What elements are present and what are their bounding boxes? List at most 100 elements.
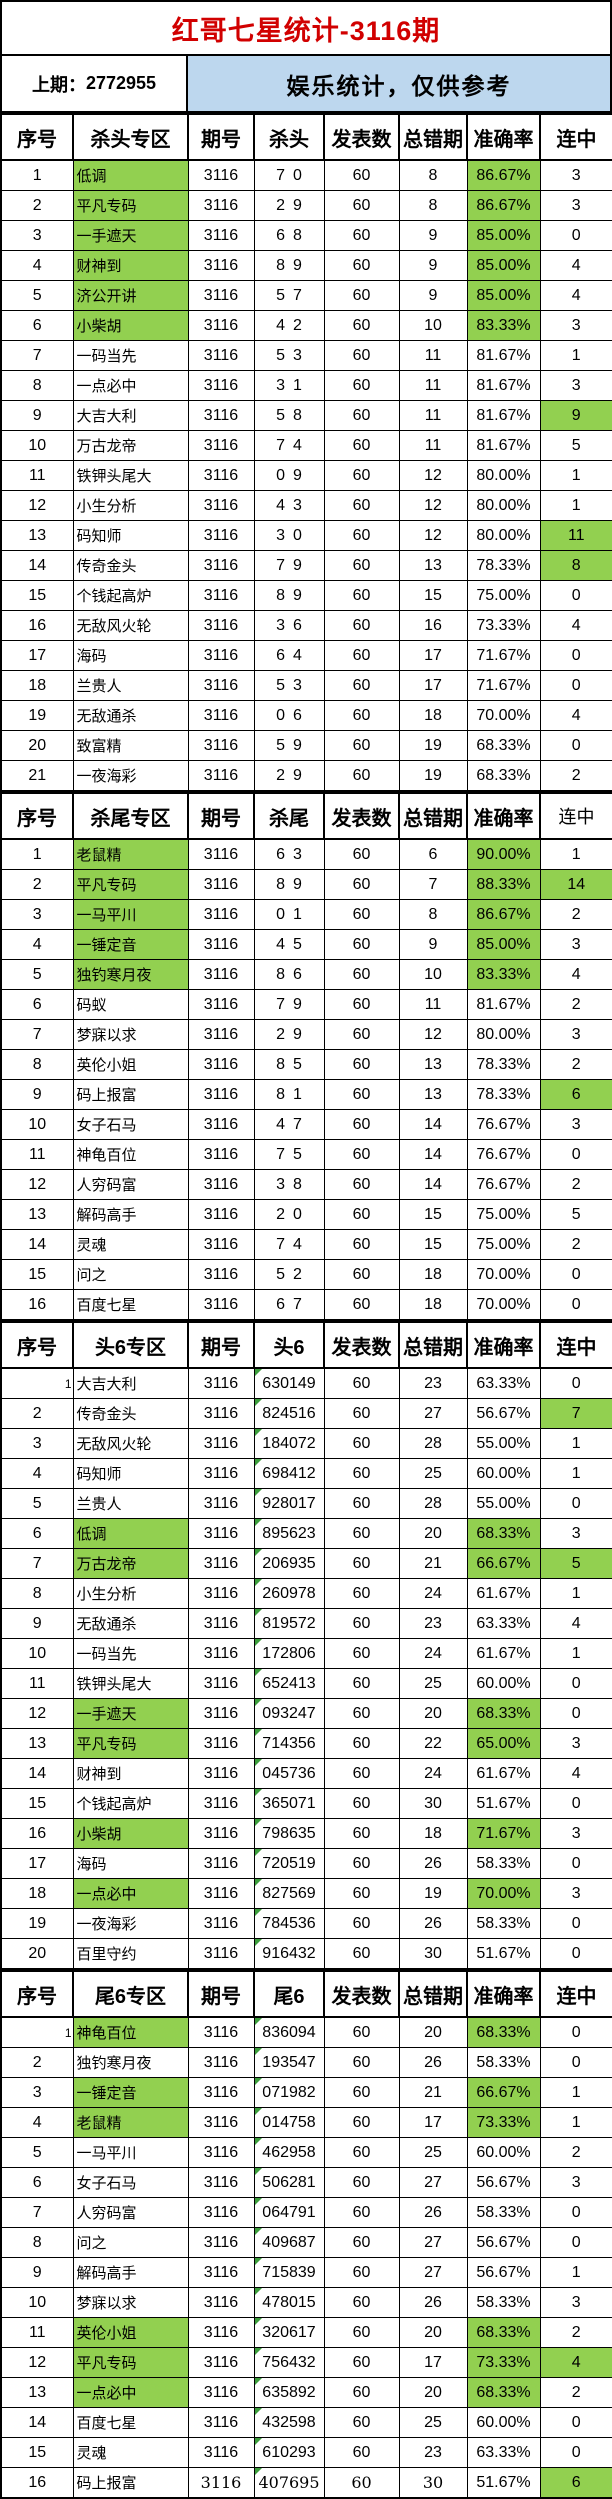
period-cell: 3116 bbox=[187, 1698, 255, 1729]
row-index-cell: 3 bbox=[0, 220, 74, 251]
period-cell: 3116 bbox=[187, 1938, 255, 1970]
accuracy-cell: 55.00% bbox=[466, 1488, 541, 1519]
table-row: 2 平凡专码 3116 29 60 8 86.67% 3 bbox=[0, 190, 612, 221]
publish-count-cell: 60 bbox=[323, 838, 400, 870]
streak-cell: 0 bbox=[539, 1938, 612, 1970]
period-cell: 3116 bbox=[187, 959, 255, 990]
publish-count-cell: 60 bbox=[323, 490, 400, 521]
period-cell: 3116 bbox=[187, 1578, 255, 1609]
corner-flag-icon bbox=[255, 1759, 262, 1766]
row-index-cell: 9 bbox=[0, 1608, 74, 1639]
publish-count-cell: 60 bbox=[323, 2107, 400, 2138]
error-count-cell: 12 bbox=[398, 490, 468, 521]
table-row: 6 女子石马 3116 506281 60 27 56.67% 3 bbox=[0, 2167, 612, 2198]
col-header-period: 期号 bbox=[187, 1321, 255, 1369]
period-cell: 3116 bbox=[187, 2197, 255, 2228]
prediction-cell: 819572 bbox=[253, 1608, 325, 1639]
player-name-cell: 财神到 bbox=[72, 1758, 189, 1789]
period-cell: 3116 bbox=[187, 2467, 255, 2499]
error-count-cell: 27 bbox=[398, 1398, 468, 1429]
period-cell: 3116 bbox=[187, 370, 255, 401]
publish-count-cell: 60 bbox=[323, 1019, 400, 1050]
accuracy-cell: 80.00% bbox=[466, 490, 541, 521]
streak-cell: 0 bbox=[539, 2227, 612, 2258]
col-header-streak: 连中 bbox=[539, 1970, 612, 2018]
error-count-cell: 13 bbox=[398, 1079, 468, 1110]
table-row: 20 百里守约 3116 916432 60 30 51.67% 0 bbox=[0, 1938, 612, 1970]
accuracy-cell: 80.00% bbox=[466, 460, 541, 491]
streak-cell: 2 bbox=[539, 1169, 612, 1200]
period-cell: 3116 bbox=[187, 2377, 255, 2408]
streak-cell: 4 bbox=[539, 959, 612, 990]
publish-count-cell: 60 bbox=[323, 670, 400, 701]
table-row: 15 个钱起高炉 3116 89 60 15 75.00% 0 bbox=[0, 580, 612, 611]
publish-count-cell: 60 bbox=[323, 1728, 400, 1759]
player-name-cell: 传奇金头 bbox=[72, 550, 189, 581]
error-count-cell: 7 bbox=[398, 869, 468, 900]
accuracy-cell: 71.67% bbox=[466, 670, 541, 701]
publish-count-cell: 60 bbox=[323, 1259, 400, 1290]
accuracy-cell: 61.67% bbox=[466, 1638, 541, 1669]
period-cell: 3116 bbox=[187, 1289, 255, 1321]
prediction-cell: 630149 bbox=[253, 1367, 325, 1399]
row-index-cell: 5 bbox=[0, 959, 74, 990]
streak-cell: 3 bbox=[539, 159, 612, 191]
publish-count-cell: 60 bbox=[323, 1608, 400, 1639]
accuracy-cell: 68.33% bbox=[466, 760, 541, 792]
streak-cell: 1 bbox=[539, 1458, 612, 1489]
section-header-row: 序号 头6专区 期号 头6 发表数 总错期 准确率 连中 bbox=[0, 1321, 612, 1369]
col-header-period: 期号 bbox=[187, 1970, 255, 2018]
table-row: 14 百度七星 3116 432598 60 25 60.00% 0 bbox=[0, 2407, 612, 2438]
table-row: 16 码上报富 3116 407695 60 30 51.67% 6 bbox=[0, 2467, 612, 2499]
row-index-cell: 21 bbox=[0, 760, 74, 792]
corner-flag-icon bbox=[255, 2288, 262, 2295]
player-name-cell: 小生分析 bbox=[72, 490, 189, 521]
streak-cell: 1 bbox=[539, 340, 612, 371]
player-name-cell: 海码 bbox=[72, 1848, 189, 1879]
publish-count-cell: 60 bbox=[323, 1758, 400, 1789]
publish-count-cell: 60 bbox=[323, 340, 400, 371]
player-name-cell: 小生分析 bbox=[72, 1578, 189, 1609]
player-name-cell: 梦寐以求 bbox=[72, 2287, 189, 2318]
section-table: 序号 杀头专区 期号 杀头 发表数 总错期 准确率 连中 1 低调 3116 7… bbox=[0, 113, 612, 792]
publish-count-cell: 60 bbox=[323, 1938, 400, 1970]
player-name-cell: 一手遮天 bbox=[72, 220, 189, 251]
row-index-cell: 3 bbox=[0, 2077, 74, 2108]
error-count-cell: 8 bbox=[398, 899, 468, 930]
prediction-cell: 06 bbox=[253, 700, 325, 731]
player-name-cell: 无敌通杀 bbox=[72, 1608, 189, 1639]
streak-cell: 0 bbox=[539, 1259, 612, 1290]
table-row: 5 兰贵人 3116 928017 60 28 55.00% 0 bbox=[0, 1488, 612, 1519]
corner-flag-icon bbox=[255, 1699, 262, 1706]
publish-count-cell: 60 bbox=[323, 1698, 400, 1729]
accuracy-cell: 68.33% bbox=[466, 1698, 541, 1729]
row-index-cell: 11 bbox=[0, 1139, 74, 1170]
player-name-cell: 海码 bbox=[72, 640, 189, 671]
table-row: 1 大吉大利 3116 630149 60 23 63.33% 0 bbox=[0, 1367, 612, 1399]
streak-cell: 4 bbox=[539, 2347, 612, 2378]
prediction-cell: 09 bbox=[253, 460, 325, 491]
accuracy-cell: 56.67% bbox=[466, 2227, 541, 2258]
publish-count-cell: 60 bbox=[323, 250, 400, 281]
player-name-cell: 财神到 bbox=[72, 250, 189, 281]
row-index-cell: 4 bbox=[0, 2107, 74, 2138]
period-cell: 3116 bbox=[187, 490, 255, 521]
streak-cell: 3 bbox=[539, 370, 612, 401]
publish-count-cell: 60 bbox=[323, 1488, 400, 1519]
error-count-cell: 17 bbox=[398, 2347, 468, 2378]
publish-count-cell: 60 bbox=[323, 610, 400, 641]
publish-count-cell: 60 bbox=[323, 1398, 400, 1429]
table-row: 5 济公开讲 3116 57 60 9 85.00% 4 bbox=[0, 280, 612, 311]
prediction-cell: 74 bbox=[253, 1229, 325, 1260]
error-count-cell: 12 bbox=[398, 1019, 468, 1050]
error-count-cell: 25 bbox=[398, 1458, 468, 1489]
publish-count-cell: 60 bbox=[323, 640, 400, 671]
streak-cell: 0 bbox=[539, 1488, 612, 1519]
error-count-cell: 11 bbox=[398, 370, 468, 401]
error-count-cell: 12 bbox=[398, 520, 468, 551]
corner-flag-icon bbox=[255, 2258, 262, 2265]
corner-flag-icon bbox=[255, 2408, 262, 2415]
period-cell: 3116 bbox=[187, 1139, 255, 1170]
streak-cell: 4 bbox=[539, 1758, 612, 1789]
col-header-index: 序号 bbox=[0, 1970, 74, 2018]
